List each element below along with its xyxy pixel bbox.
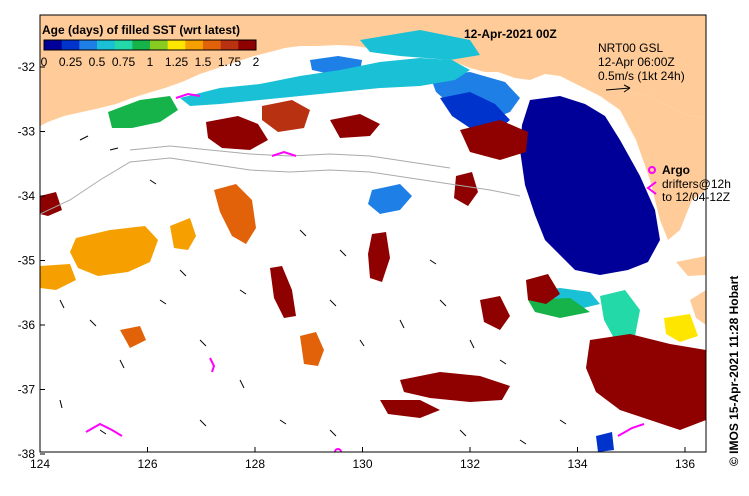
argo-float-marker: [334, 448, 342, 452]
colorbar-swatch: [203, 40, 222, 50]
colorbar-swatch: [238, 40, 257, 50]
colorbar-tick-label: 1: [147, 55, 154, 69]
colorbar-swatch: [220, 40, 239, 50]
current-product: NRT00 GSL: [598, 41, 663, 55]
current-time: 12-Apr 06:00Z: [598, 55, 675, 69]
x-tick-label: 132: [460, 457, 480, 471]
x-axis-tick-labels: 124 126 128 130 132 134 136: [30, 447, 695, 471]
colorbar-swatch: [132, 40, 151, 50]
map-title: 12-Apr-2021 00Z: [464, 27, 557, 41]
x-tick-label: 130: [352, 457, 372, 471]
argo-drifter-tracks: [85, 92, 645, 437]
y-tick-label: -35: [18, 254, 36, 268]
argo-legend-marker: [648, 166, 656, 174]
x-tick-label: 126: [137, 457, 157, 471]
y-tick-label: -36: [18, 318, 36, 332]
sst-age-fields: [40, 30, 706, 452]
current-legend: NRT00 GSL 12-Apr 06:00Z 0.5m/s (1kt 24h): [598, 41, 685, 93]
colorbar-swatch: [79, 40, 98, 50]
argo-legend-label: Argo: [662, 163, 690, 177]
argo-track: [617, 423, 645, 437]
colorbar-swatch: [114, 40, 133, 50]
colorbar-tick-label: 1.75: [218, 55, 242, 69]
drifter-legend-line1: drifters@12h: [662, 177, 731, 191]
y-tick-label: -34: [18, 189, 36, 203]
colorbar-frame: [43, 39, 257, 51]
colorbar-swatch: [150, 40, 169, 50]
y-tick-label: -37: [18, 383, 36, 397]
colorbar-tick-label: 0.25: [59, 55, 83, 69]
argo-legend: Argo drifters@12h to 12/04-12Z: [646, 163, 731, 204]
drifter-legend-line2: to 12/04-12Z: [662, 190, 730, 204]
colorbar-tick-label: 1.5: [195, 55, 212, 69]
credit-text: © IMOS 15-Apr-2021 11:28 Hobart: [727, 276, 741, 466]
x-tick-label: 128: [245, 457, 265, 471]
colorbar-swatch: [185, 40, 204, 50]
current-vectors: [59, 135, 567, 445]
land-victoria: [690, 290, 706, 325]
y-tick-label: -33: [18, 125, 36, 139]
land-kangaroo-is: [676, 256, 706, 276]
y-tick-label: -32: [18, 60, 36, 74]
colorbar-tick-label: 0.5: [89, 55, 106, 69]
x-tick-label: 136: [675, 457, 695, 471]
colorbar-swatch: [61, 40, 80, 50]
current-scale: 0.5m/s (1kt 24h): [598, 69, 685, 83]
x-tick-label: 124: [30, 457, 50, 471]
colorbar-tick-label: 0.75: [112, 55, 136, 69]
plot-border: [39, 14, 707, 453]
scale-arrow-head: [623, 84, 631, 93]
colorbar-tick-label: 1.25: [165, 55, 189, 69]
land-eyre-peninsula: [560, 76, 706, 240]
colorbar-swatch: [97, 40, 116, 50]
y-axis-tick-labels: -32 -33 -34 -35 -36 -37 -38: [18, 60, 45, 461]
argo-track: [209, 357, 216, 373]
drifter-legend-marker: [646, 181, 657, 195]
colorbar-swatch: [167, 40, 186, 50]
colorbar-tick-label: 0: [41, 55, 48, 69]
argo-track: [85, 422, 123, 437]
colorbar-swatch: [44, 40, 63, 50]
x-tick-label: 134: [567, 457, 587, 471]
y-tick-label: -38: [18, 447, 36, 461]
argo-track: [271, 150, 297, 157]
colorbar-swatches: [44, 40, 257, 50]
bathymetry-contours: [40, 145, 521, 215]
scale-arrow: [605, 87, 631, 91]
argo-track: [175, 92, 201, 99]
colorbar-tick-label: 2: [253, 55, 260, 69]
colorbar-tick-labels: 0 0.25 0.5 0.75 1 1.25 1.5 1.75 2: [41, 55, 260, 69]
colorbar-title: Age (days) of filled SST (wrt latest): [42, 23, 240, 37]
